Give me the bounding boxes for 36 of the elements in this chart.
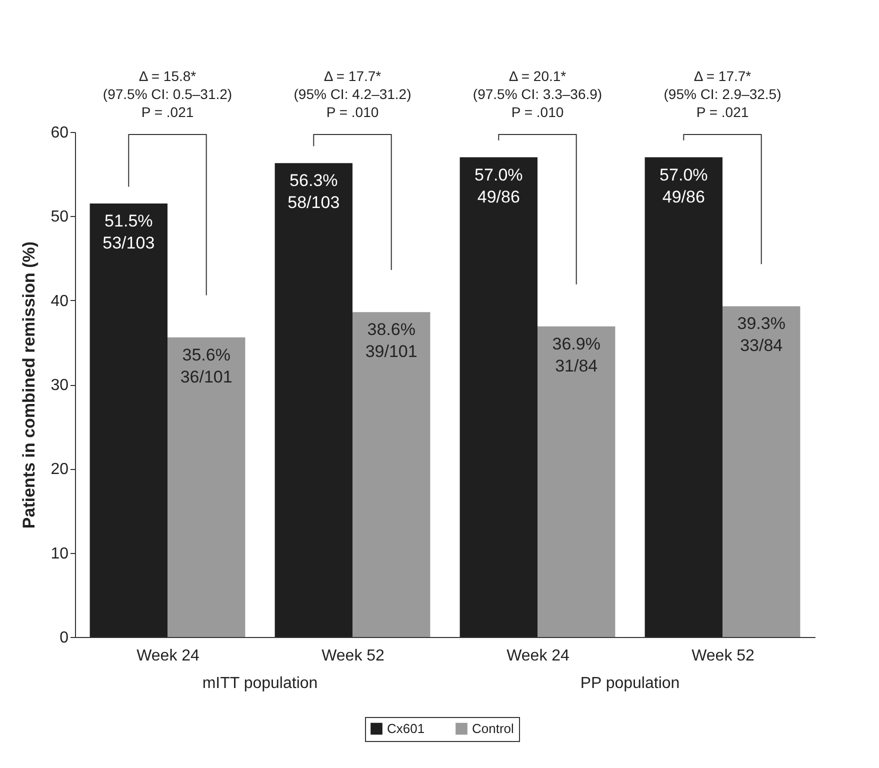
y-tick-label: 40 xyxy=(50,292,69,310)
text: PP population xyxy=(580,675,680,692)
legend-label: Cx601 xyxy=(387,720,425,736)
text: mITT population xyxy=(202,675,318,692)
data-label: 51.5% 53/103 xyxy=(102,212,155,253)
x-tick-label: Week 52 xyxy=(322,648,385,664)
bar xyxy=(352,312,430,637)
bar xyxy=(90,204,168,637)
legend-label: Control xyxy=(472,720,514,736)
y-tick-label: 20 xyxy=(50,461,69,478)
data-label: 57.0% 49/86 xyxy=(474,165,523,206)
data-label: 35.6% 36/101 xyxy=(180,345,232,386)
data-label: 57.0% 49/86 xyxy=(660,165,708,206)
data-label: 39.3% 33/84 xyxy=(737,314,786,356)
bar xyxy=(168,337,246,637)
x-tick-label: Week 24 xyxy=(136,648,200,664)
y-tick-label: 60 xyxy=(50,124,69,142)
bar xyxy=(722,306,800,637)
text: Δ = 15.8* (97.5% CI: 0.5–31.2) P = .021 xyxy=(102,68,232,120)
bar xyxy=(538,326,616,637)
y-tick-label: 50 xyxy=(50,208,69,226)
text: Δ = 17.7* (95% CI: 2.9–32.5) P = .021 xyxy=(664,68,782,120)
text: Δ = 20.1* (97.5% CI: 3.3–36.9) P = .010 xyxy=(472,68,602,120)
text: Δ = 17.7* (95% CI: 4.2–31.2) P = .010 xyxy=(294,68,412,120)
bar xyxy=(644,157,722,637)
data-label: 38.6% 39/101 xyxy=(365,320,418,362)
x-tick-label: Week 52 xyxy=(692,648,755,664)
data-label: 56.3% 58/103 xyxy=(288,171,340,212)
bar xyxy=(460,157,538,637)
y-tick-label: 10 xyxy=(50,545,69,562)
y-axis-title: Patients in combined remission (%) xyxy=(20,241,39,529)
data-label: 36.9% 31/84 xyxy=(552,334,600,376)
y-tick-label: 30 xyxy=(50,377,69,394)
bar xyxy=(274,163,352,637)
y-tick-label: 0 xyxy=(60,630,69,646)
x-tick-label: Week 24 xyxy=(506,648,570,664)
